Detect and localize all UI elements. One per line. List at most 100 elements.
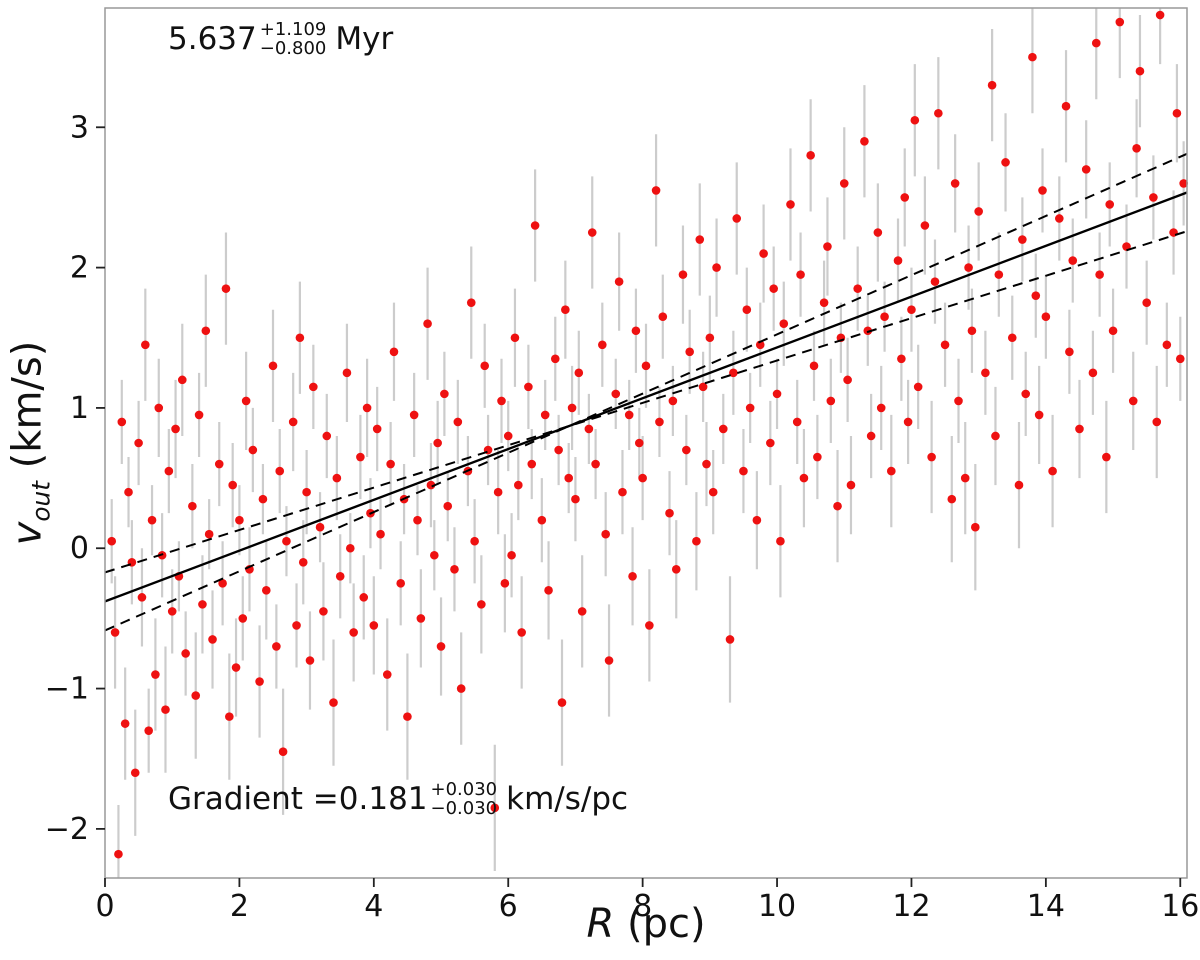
- data-point: [779, 319, 789, 329]
- age-plus: +1.109: [259, 19, 327, 40]
- data-point: [403, 712, 412, 721]
- data-point: [994, 270, 1004, 279]
- x-tick-label: 16: [1161, 889, 1199, 924]
- data-point: [752, 515, 762, 525]
- data-point: [198, 600, 207, 609]
- data-point: [1152, 417, 1162, 427]
- data-point: [567, 403, 577, 413]
- data-point: [907, 305, 916, 314]
- data-point: [1095, 270, 1104, 279]
- data-point: [893, 256, 903, 265]
- data-point: [863, 326, 873, 336]
- data-point: [490, 803, 500, 813]
- data-point: [225, 712, 234, 721]
- data-point: [396, 579, 406, 588]
- y-tick-label: −2: [45, 812, 89, 847]
- data-point: [413, 515, 422, 525]
- data-point: [934, 108, 943, 118]
- data-point: [433, 438, 442, 448]
- data-point: [466, 298, 476, 307]
- x-tick-label: 14: [1027, 889, 1065, 924]
- data-point: [705, 333, 715, 343]
- data-point: [298, 557, 308, 567]
- data-point: [514, 480, 523, 490]
- gradient-value: 0.181: [338, 781, 428, 818]
- data-point: [631, 326, 641, 336]
- age-minus: −0.800: [259, 38, 327, 60]
- data-point: [769, 284, 778, 293]
- fit-line: [104, 191, 1188, 603]
- data-point: [792, 417, 802, 427]
- data-point: [991, 431, 1000, 441]
- gradient-unit: km/s/pc: [506, 781, 629, 818]
- data-point: [480, 361, 490, 371]
- data-point: [833, 501, 842, 511]
- age-value: 5.637: [168, 21, 257, 58]
- data-point: [796, 270, 805, 279]
- data-point: [913, 382, 923, 392]
- data-point: [638, 473, 647, 483]
- data-point: [137, 593, 147, 602]
- data-point: [1105, 200, 1115, 209]
- data-point: [477, 600, 486, 609]
- data-point: [618, 487, 627, 497]
- data-point: [288, 417, 298, 427]
- data-point: [971, 522, 980, 532]
- x-axis-label: R (pc): [586, 901, 705, 947]
- x-tick-label: 12: [892, 889, 930, 924]
- gradient-plus: +0.030: [430, 779, 498, 800]
- data-point: [634, 438, 644, 448]
- data-point: [1142, 298, 1151, 307]
- data-point: [228, 480, 237, 490]
- data-point: [372, 424, 382, 434]
- data-point: [981, 368, 990, 378]
- error-bars-group: [110, 8, 1185, 878]
- y-axis-label: vout (km/s): [5, 341, 56, 546]
- data-point: [564, 473, 574, 483]
- x-tick-label: 4: [364, 889, 383, 924]
- data-point: [799, 473, 809, 483]
- data-point: [574, 368, 584, 378]
- data-point: [1088, 368, 1098, 378]
- plot-frame: [104, 7, 1188, 879]
- data-point: [315, 522, 325, 532]
- data-point: [544, 586, 553, 595]
- data-point: [601, 529, 610, 539]
- data-point: [557, 698, 567, 707]
- data-point: [598, 340, 607, 350]
- y-axis-label-subscript: out: [26, 481, 56, 522]
- data-point: [335, 572, 345, 581]
- data-point: [1038, 186, 1047, 195]
- data-point: [1149, 193, 1158, 202]
- data-point: [920, 221, 930, 230]
- data-point: [823, 242, 832, 251]
- x-tick-label: 6: [499, 889, 518, 924]
- data-point: [604, 656, 614, 665]
- data-point: [1001, 158, 1010, 167]
- data-point: [295, 333, 305, 343]
- data-point: [776, 536, 785, 546]
- data-point: [1018, 235, 1027, 244]
- data-point: [853, 284, 862, 293]
- data-point: [655, 417, 664, 427]
- data-point: [678, 270, 688, 279]
- gradient-uncertainty: +0.030 −0.030: [431, 780, 498, 819]
- data-point: [208, 635, 217, 644]
- data-point: [1048, 466, 1057, 476]
- data-point: [154, 403, 164, 413]
- data-point: [194, 410, 204, 420]
- data-point: [537, 515, 547, 525]
- data-point: [181, 649, 190, 658]
- data-point: [235, 515, 244, 525]
- data-point: [124, 487, 133, 497]
- data-point: [786, 200, 795, 209]
- data-point: [110, 628, 120, 637]
- data-point: [497, 396, 506, 406]
- x-axis-label-unit: (pc): [614, 901, 706, 947]
- data-point: [540, 410, 550, 420]
- gradient-minus: −0.030: [430, 798, 498, 820]
- data-point: [584, 424, 594, 434]
- data-point: [120, 719, 130, 728]
- data-point: [356, 452, 365, 462]
- y-axis-ticks: −2 −1 0 1 2 3: [45, 110, 105, 847]
